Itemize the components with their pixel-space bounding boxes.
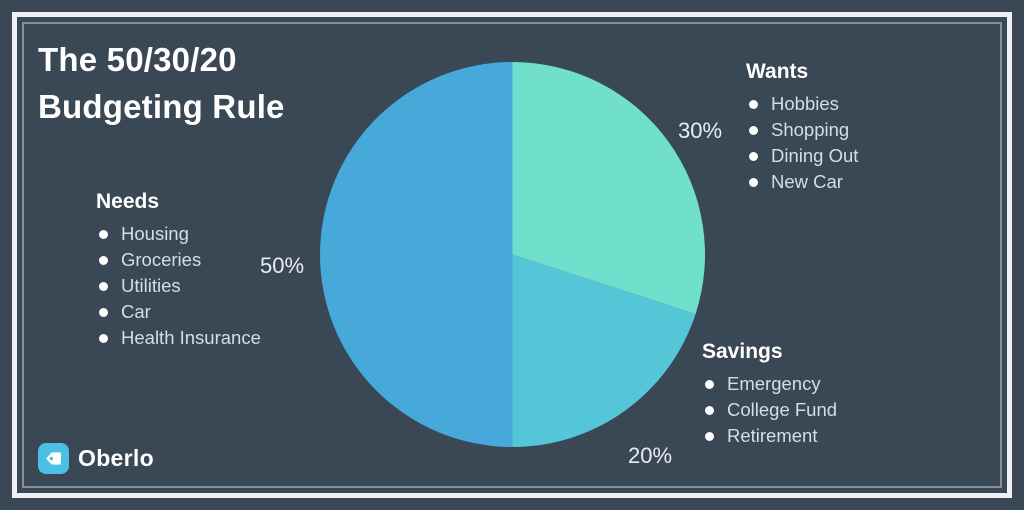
page-title-line2: Budgeting Rule <box>38 88 285 125</box>
list-item: Retirement <box>702 423 837 449</box>
pct-label-savings: 20% <box>628 443 673 468</box>
legend-group-needs: Needs Housing Groceries Utilities Car He… <box>96 190 261 351</box>
legend-list-wants: Hobbies Shopping Dining Out New Car <box>746 91 858 195</box>
list-item: Shopping <box>746 117 858 143</box>
list-item: Dining Out <box>746 143 858 169</box>
brand-name: Oberlo <box>78 445 154 471</box>
list-item: Car <box>96 299 261 325</box>
pie-slice-needs <box>320 62 513 447</box>
list-item: College Fund <box>702 397 837 423</box>
pct-label-needs: 50% <box>260 253 305 278</box>
list-item: Utilities <box>96 273 261 299</box>
price-tag-icon <box>46 452 61 465</box>
legend-group-wants: Wants Hobbies Shopping Dining Out New Ca… <box>746 60 858 195</box>
page-title-line1: The 50/30/20 <box>38 41 237 78</box>
list-item: Hobbies <box>746 91 858 117</box>
list-item: Health Insurance <box>96 325 261 351</box>
oberlo-logo-mark <box>38 443 69 474</box>
pie-slice-wants <box>512 62 706 314</box>
list-item: Groceries <box>96 247 261 273</box>
legend-heading-savings: Savings <box>702 340 783 363</box>
pie-chart-svg <box>320 62 706 447</box>
legend-heading-wants: Wants <box>746 60 809 83</box>
list-item: Emergency <box>702 371 837 397</box>
brand-logo: Oberlo <box>38 443 154 474</box>
list-item: New Car <box>746 169 858 195</box>
list-item: Housing <box>96 221 261 247</box>
legend-list-savings: Emergency College Fund Retirement <box>702 371 837 449</box>
legend-list-needs: Housing Groceries Utilities Car Health I… <box>96 221 261 351</box>
legend-group-savings: Savings Emergency College Fund Retiremen… <box>702 340 837 449</box>
pie-slice-savings <box>512 254 696 447</box>
page-title: The 50/30/20 Budgeting Rule <box>38 36 285 130</box>
pct-label-wants: 30% <box>678 118 723 143</box>
legend-heading-needs: Needs <box>96 190 160 213</box>
pie-chart <box>320 62 706 447</box>
